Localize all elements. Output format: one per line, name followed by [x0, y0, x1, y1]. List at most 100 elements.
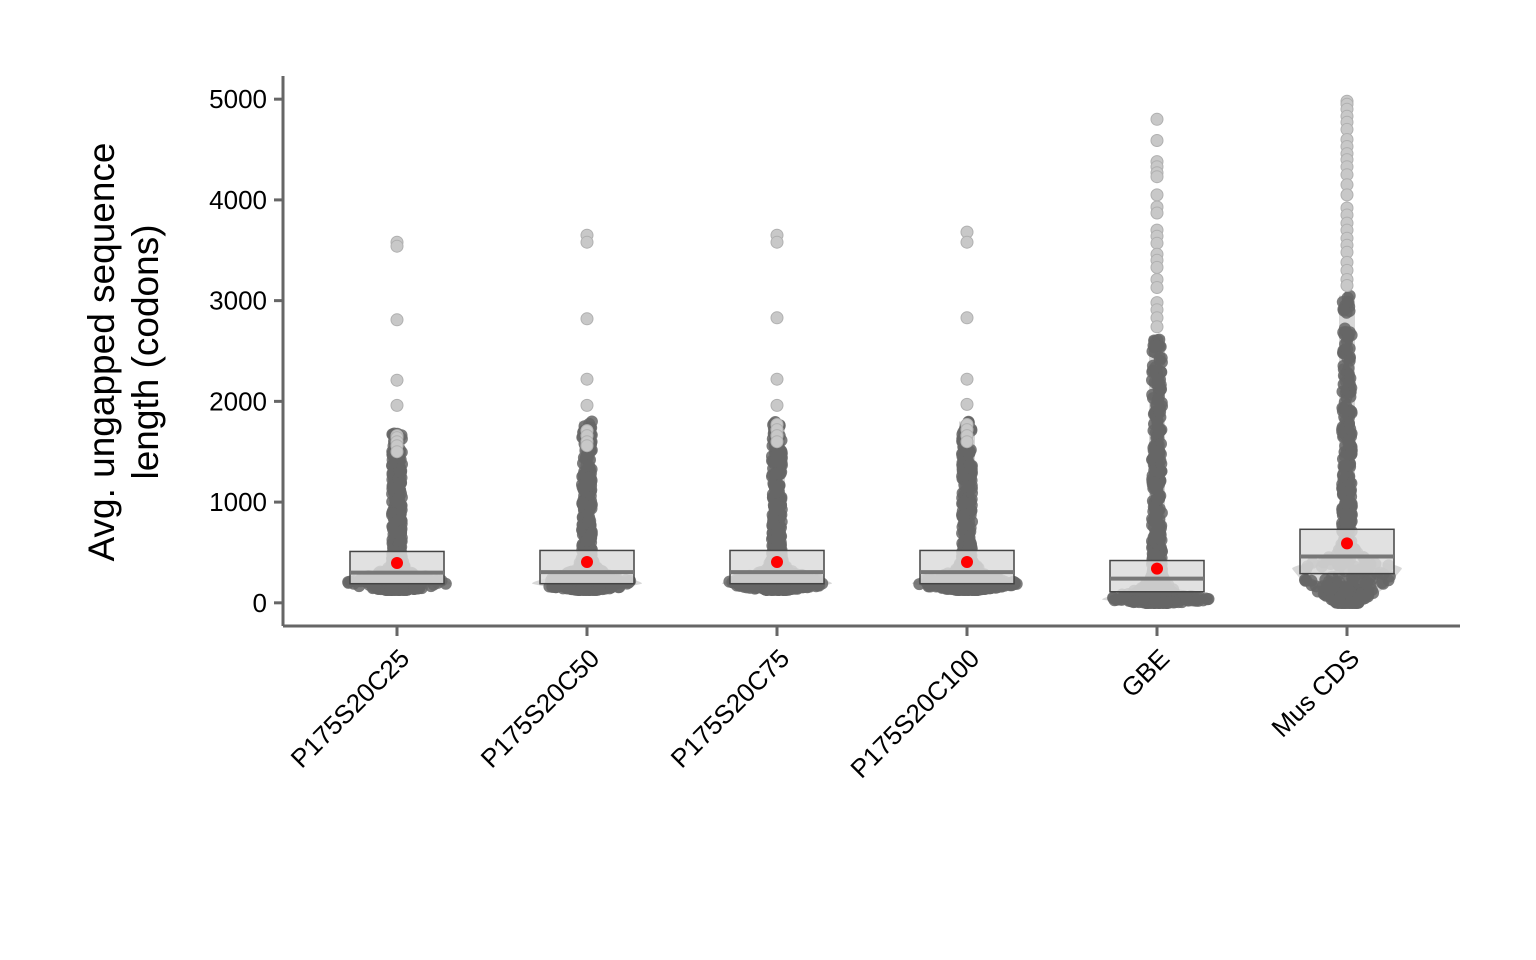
y-tick-label: 5000: [209, 84, 267, 114]
y-tick-label: 1000: [209, 487, 267, 517]
x-tick-label: P175S20C25: [285, 643, 416, 774]
x-tick-label: P175S20C50: [475, 643, 606, 774]
y-tick-label: 3000: [209, 286, 267, 316]
swarm-point: [1148, 376, 1161, 389]
swarm-point: [963, 458, 976, 471]
swarm-point: [1332, 575, 1345, 588]
outlier-point: [580, 235, 594, 249]
swarm-point: [1337, 586, 1350, 599]
swarm-point: [1362, 590, 1375, 603]
category-group: [342, 235, 452, 596]
swarm-point: [771, 503, 784, 516]
swarm-point: [393, 482, 405, 495]
swarm-point: [560, 581, 573, 594]
y-tick-label: 2000: [209, 386, 267, 416]
swarm-point: [394, 465, 407, 478]
swarm-point: [1152, 527, 1165, 539]
outlier-point: [580, 372, 594, 386]
swarm-point: [1316, 580, 1329, 593]
swarm-point: [776, 582, 789, 595]
y-tick-label: 4000: [209, 185, 267, 215]
swarm-point: [1338, 450, 1351, 463]
mean-point: [581, 556, 593, 569]
swarm-point: [387, 523, 399, 536]
swarm-point: [577, 497, 590, 510]
swarm-point: [1341, 343, 1354, 356]
swarm-point: [1153, 493, 1165, 506]
category-group: [1292, 94, 1402, 609]
swarm-point: [770, 449, 783, 462]
outlier-point: [770, 235, 784, 249]
swarm-point: [392, 492, 405, 505]
swarm-point: [940, 582, 953, 595]
swarm-point: [408, 582, 421, 595]
outlier-point: [960, 311, 974, 325]
swarm-point: [1340, 508, 1353, 521]
outlier-point: [960, 397, 974, 411]
swarm-point: [1337, 304, 1350, 317]
mean-point: [771, 556, 783, 569]
outlier-point: [960, 372, 974, 386]
swarm-point: [593, 582, 606, 595]
swarm-point: [1349, 596, 1361, 609]
y-axis-label-line-1: Avg. ungapped sequence: [81, 142, 122, 561]
outlier-point: [390, 313, 404, 327]
swarm-point: [384, 583, 397, 596]
outlier-point: [390, 373, 404, 387]
outlier-point: [390, 445, 404, 459]
swarm-point: [1345, 405, 1358, 418]
swarm-point: [1336, 405, 1349, 418]
swarm-point: [957, 510, 970, 523]
swarm-point: [1154, 402, 1166, 415]
swarm-point: [1152, 596, 1165, 609]
y-axis-label-line-2: length (codons): [125, 224, 166, 479]
swarm-point: [1160, 596, 1173, 609]
mean-point: [391, 557, 403, 570]
outlier-point: [1150, 320, 1164, 334]
swarm-point: [1344, 422, 1357, 435]
swarm-point: [1147, 444, 1160, 457]
outlier-point: [580, 398, 594, 412]
swarm-point: [582, 459, 595, 472]
outlier-point: [580, 312, 594, 326]
y-axis-label: Avg. ungapped sequence length (codons): [81, 142, 166, 561]
y-tick-label: 0: [253, 588, 267, 618]
swarm-point: [578, 484, 590, 496]
swarm-point: [1305, 574, 1318, 587]
x-tick-label: GBE: [1115, 643, 1175, 703]
outlier-point: [1340, 279, 1354, 292]
mean-point: [1341, 537, 1353, 550]
outlier-point: [1150, 112, 1164, 126]
swarm-point: [1111, 593, 1124, 606]
outlier-point: [1150, 260, 1164, 274]
swarm-point: [767, 517, 780, 530]
swarm-point: [791, 582, 804, 595]
swarm-point: [1151, 483, 1164, 496]
swarm-point: [1148, 548, 1161, 561]
outlier-point: [770, 372, 784, 386]
swarm-point: [970, 583, 983, 596]
swarm-point: [1150, 339, 1163, 352]
mean-point: [1151, 562, 1163, 575]
swarm-point: [1193, 591, 1206, 604]
swarm-point: [584, 474, 597, 486]
swarm-point: [963, 497, 976, 510]
swarm-point: [1334, 595, 1346, 608]
swarm-point: [1342, 330, 1355, 343]
swarm-point: [1339, 517, 1352, 529]
swarm-point: [744, 581, 757, 594]
swarm-point: [582, 515, 595, 528]
category-group: [722, 228, 832, 596]
outlier-point: [1150, 134, 1164, 147]
box: [1299, 528, 1395, 575]
swarm-point: [1342, 435, 1355, 448]
outlier-point: [1150, 281, 1164, 294]
outlier-point: [390, 398, 404, 412]
swarm-point: [960, 480, 973, 493]
outlier-point: [580, 439, 594, 453]
category-group: [532, 228, 642, 596]
swarm-point: [1344, 372, 1357, 385]
outlier-point: [1150, 236, 1164, 250]
swarm-point: [953, 582, 966, 595]
